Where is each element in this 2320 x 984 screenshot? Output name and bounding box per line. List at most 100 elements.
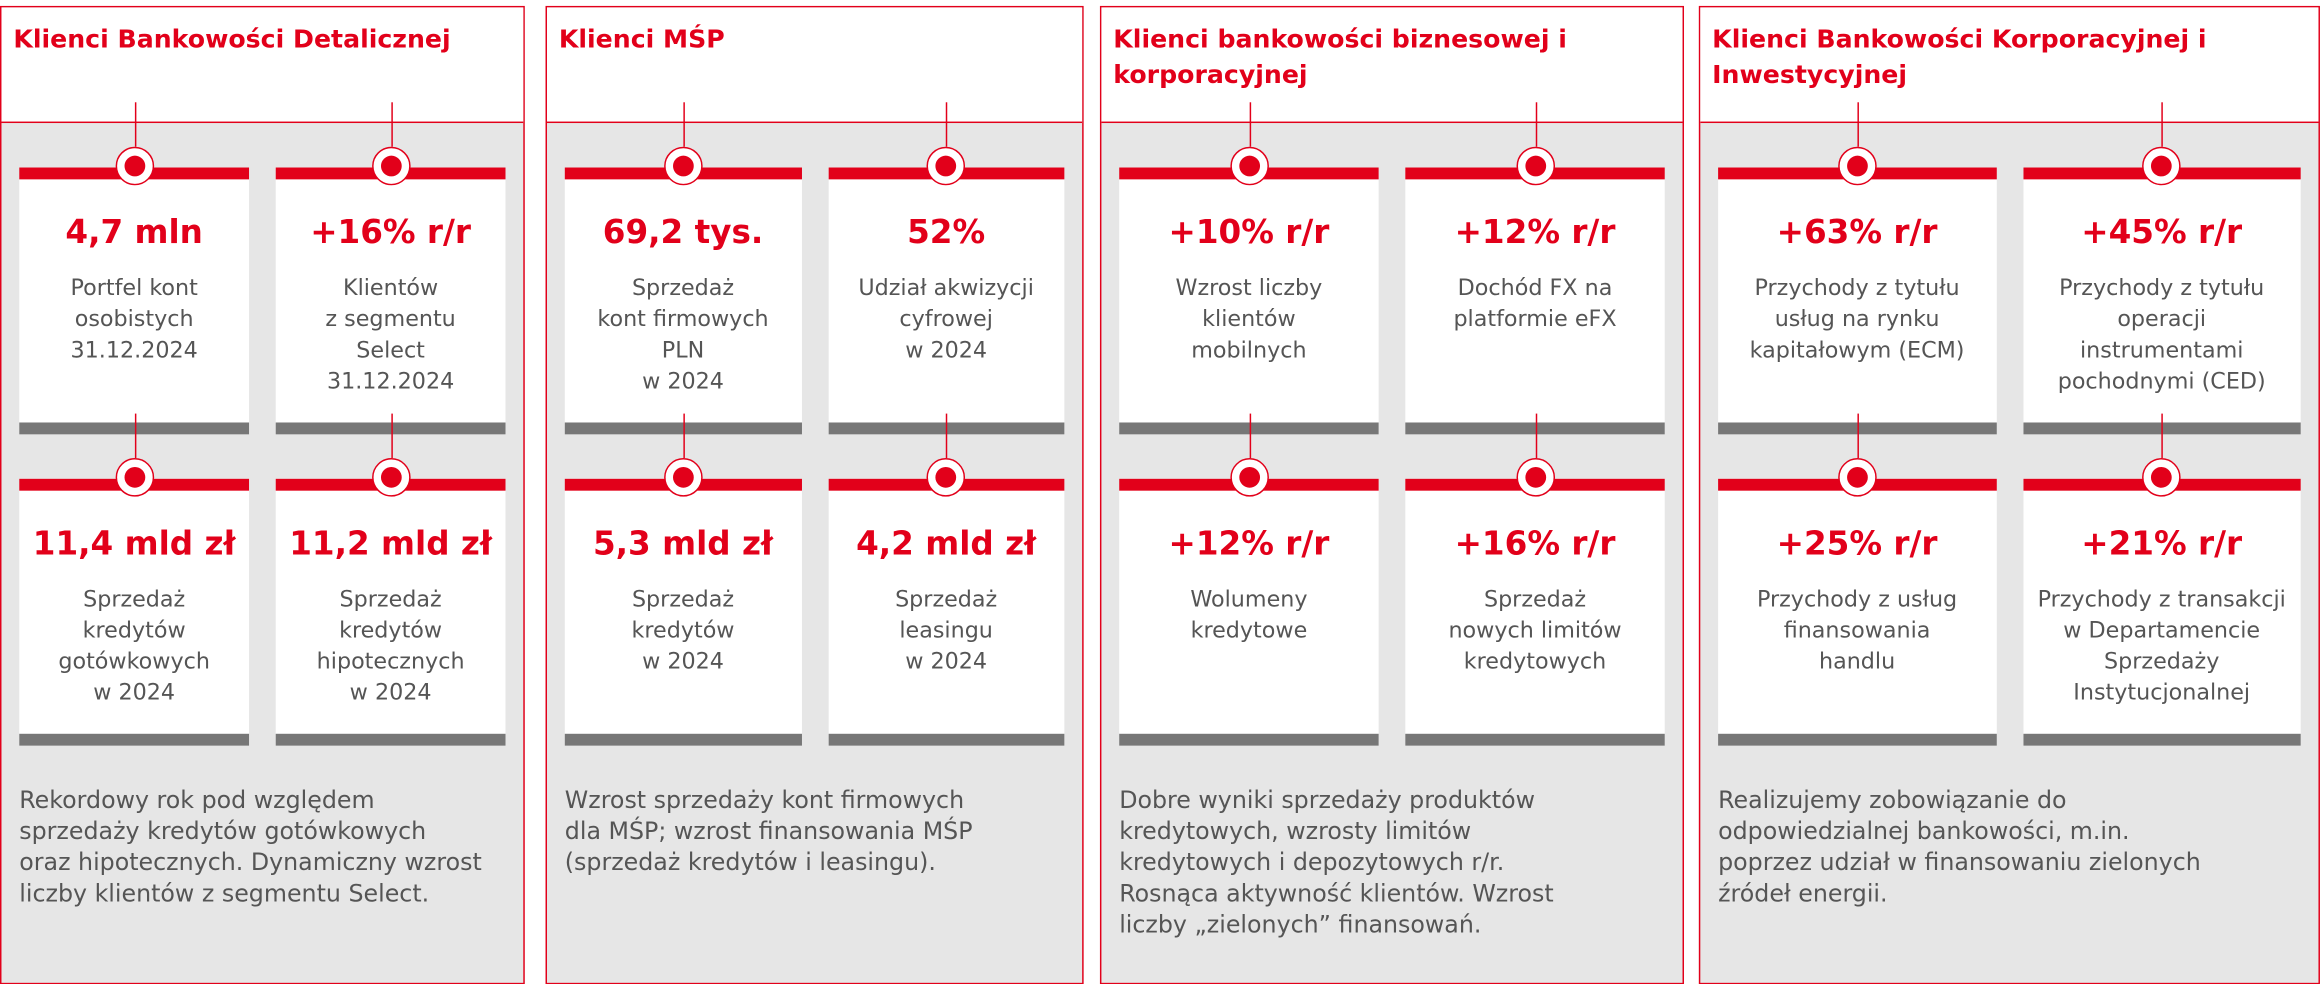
summary-line: Wzrost sprzedaży kont firmowych <box>564 785 965 814</box>
marker <box>114 458 154 497</box>
marker <box>1837 458 1877 497</box>
summary-line: Realizujemy zobowiązanie do <box>1718 785 2067 814</box>
kpi-value: +12% r/r <box>1454 214 1616 253</box>
segment-column: Klienci Bankowości Korporacyjnej i Inwes… <box>1698 5 2320 984</box>
kpi-description: gotówkowych <box>58 647 210 675</box>
kpi-value: +45% r/r <box>2081 214 2243 253</box>
connector <box>1248 413 1251 459</box>
kpi-card: 52% Udział akwizycji cyfrowej w 2024 <box>827 102 1065 435</box>
connector <box>946 413 948 459</box>
summary-line: odpowiedzialnej bankowości, m.in. <box>1718 816 2130 845</box>
kpi-card: +12% r/r Dochód FX na platformie eFX <box>1405 102 1665 435</box>
kpi-description: Przychody z transakcji <box>2037 585 2286 613</box>
kpi-value: +21% r/r <box>2081 526 2243 564</box>
kpi-card: 4,2 mld zł Sprzedaż leasingu w 2024 <box>827 413 1065 746</box>
marker <box>1229 458 1269 497</box>
segment-title: Klienci Bankowości Korporacyjnej i Inwes… <box>1700 7 2319 124</box>
kpi-description: Sprzedaż <box>83 585 186 613</box>
summary-text: Wzrost sprzedaży kont firmowych dla MŚP; … <box>547 746 1082 878</box>
segment-column: Klienci bankowości biznesowej i korporac… <box>1099 5 1685 984</box>
segment-column: Klienci MŚP 69,2 tys. Sprzedaż kont firmowy… <box>545 5 1084 984</box>
kpi-value: +12% r/r <box>1168 526 1330 564</box>
connector <box>683 102 685 147</box>
marker <box>2142 458 2181 497</box>
summary-text: Realizujemy zobowiązanie do odpowiedzialn… <box>1700 746 2318 909</box>
marker <box>371 458 410 497</box>
kpi-description: z segmentu <box>325 305 456 333</box>
kpi-value: 69,2 tys. <box>602 214 764 253</box>
kpi-value: +25% r/r <box>1776 526 1938 564</box>
kpi-card: +16% r/r Klientów z segmentu Select 31.12.20… <box>275 102 506 435</box>
segment-column: Klienci Bankowości Detalicznej 4,7 mln Por… <box>0 5 525 984</box>
connector <box>1248 102 1251 147</box>
kpi-description: kredytowe <box>1190 616 1308 644</box>
kpi-card: 11,4 mld zł Sprzedaż kredytów gotówkowych w … <box>19 413 250 746</box>
summary-line: kredytowych, wzrosty limitów <box>1119 816 1472 845</box>
connector <box>390 413 393 459</box>
kpi-description: Instytucjonalnej <box>2073 678 2251 706</box>
kpi-card: +21% r/r Przychody z transakcji w Departam… <box>2022 413 2301 746</box>
marker <box>371 146 410 186</box>
kpi-value: +16% r/r <box>310 214 472 253</box>
kpi-value: +63% r/r <box>1776 214 1938 253</box>
marker <box>663 458 703 497</box>
kpi-description: pochodnymi (CED) <box>2057 367 2266 395</box>
kpi-value: 4,2 mld zł <box>856 526 1037 564</box>
kpi-card: 69,2 tys. Sprzedaż kont firmowych PLN w 2024 <box>564 102 802 435</box>
kpi-description: w 2024 <box>93 678 176 706</box>
kpi-description: kredytowych <box>1463 647 1607 675</box>
marker <box>1515 146 1555 186</box>
connector <box>134 413 136 459</box>
kpi-description: Przychody z usług <box>1756 585 1958 613</box>
connector <box>390 102 393 147</box>
connector <box>1857 102 1859 147</box>
marker <box>1837 146 1877 186</box>
kpi-description: 31.12.2024 <box>70 336 198 364</box>
segment-title: Klienci MŚP <box>547 7 1083 124</box>
kpi-description: kapitałowym (ECM) <box>1749 336 1965 364</box>
kpi-description: kont firmowych <box>597 305 769 333</box>
kpi-card: +25% r/r Przychody z usług finansowania han… <box>1718 413 1997 746</box>
kpi-value: 52% <box>907 214 986 253</box>
marker <box>926 458 966 497</box>
kpi-description: leasingu <box>899 616 993 644</box>
kpi-description: osobistych <box>74 305 194 333</box>
kpi-description: 31.12.2024 <box>326 367 455 395</box>
kpi-grid: +63% r/r Przychody z tytułu usług na rynku… <box>1700 102 2318 746</box>
kpi-description: Sprzedaż <box>895 585 998 613</box>
kpi-description: Przychody z tytułu <box>1754 274 1960 301</box>
summary-line: sprzedaży kredytów gotówkowych <box>19 816 427 845</box>
kpi-description: Wzrost liczby <box>1175 274 1323 301</box>
kpi-value: +16% r/r <box>1454 526 1616 564</box>
summary-line: kredytowych i depozytowych r/r. <box>1119 847 1505 877</box>
kpi-card: 4,7 mln Portfel kont osobistych 31.12.2024 <box>19 102 250 435</box>
connector <box>2161 413 2164 459</box>
connector <box>683 413 685 459</box>
connector <box>1535 102 1537 147</box>
kpi-card: +12% r/r Wolumeny kredytowe <box>1119 413 1379 746</box>
kpi-value: 11,2 mld zł <box>289 526 492 564</box>
summary-line: Rosnąca aktywność klientów. Wzrost <box>1119 879 1554 908</box>
summary-line: liczby klientów z segmentu Select. <box>19 879 430 908</box>
kpi-description: usług na rynku <box>1774 305 1940 333</box>
kpi-description: w 2024 <box>642 367 724 395</box>
kpi-description: Sprzedaż <box>631 585 735 613</box>
kpi-description: Sprzedaż <box>1483 585 1587 613</box>
kpi-card: +63% r/r Przychody z tytułu usług na rynku… <box>1718 102 1997 435</box>
summary-line: Rekordowy rok pod względem <box>19 785 375 814</box>
marker <box>663 146 703 186</box>
kpi-description: Dochód FX na <box>1457 274 1613 301</box>
kpi-value: +10% r/r <box>1168 214 1330 253</box>
kpi-value: 11,4 mld zł <box>32 526 236 564</box>
kpi-description: Portfel kont <box>70 274 198 301</box>
kpi-description: instrumentami <box>2079 336 2244 364</box>
kpi-description: Przychody z tytułu <box>2059 274 2265 301</box>
kpi-description: nowych limitów <box>1448 616 1622 644</box>
kpi-description: kredytów <box>82 616 186 644</box>
kpi-description: w Departamencie <box>2063 616 2261 644</box>
connector <box>1857 413 1859 459</box>
kpi-description: cyfrowej <box>899 305 993 333</box>
summary-line: dla MŚP; wzrost finansowania MŚP <box>564 816 973 845</box>
kpi-value: 5,3 mld zł <box>592 526 774 564</box>
summary-text: Dobre wyniki sprzedaży produktów kredytow… <box>1101 746 1682 940</box>
